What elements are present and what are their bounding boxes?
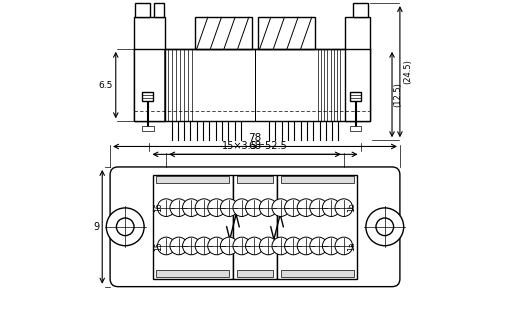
Bar [133, 17, 165, 121]
Bar [142, 126, 153, 131]
Circle shape [375, 218, 393, 236]
Circle shape [195, 199, 212, 216]
Text: (24.5): (24.5) [403, 59, 412, 84]
Circle shape [220, 237, 238, 255]
Circle shape [297, 199, 314, 216]
Bar [153, 3, 164, 17]
Circle shape [309, 199, 327, 216]
Bar [350, 126, 361, 131]
Bar [142, 92, 153, 101]
Bar [353, 3, 367, 17]
Circle shape [334, 199, 352, 216]
Bar [258, 17, 314, 49]
Text: 15: 15 [154, 241, 162, 251]
Bar [133, 49, 369, 121]
Bar [156, 270, 229, 277]
Circle shape [182, 237, 200, 255]
Circle shape [220, 199, 238, 216]
Circle shape [365, 208, 403, 246]
Bar [195, 17, 251, 49]
Circle shape [284, 199, 302, 216]
Text: 6.5: 6.5 [99, 81, 113, 89]
Bar [236, 176, 273, 183]
Circle shape [271, 199, 289, 216]
Text: 68: 68 [248, 140, 261, 151]
Text: 15×3.5=52.5: 15×3.5=52.5 [222, 140, 287, 151]
Circle shape [182, 199, 200, 216]
Text: 16: 16 [154, 203, 162, 212]
Circle shape [309, 237, 327, 255]
Text: 1b: 1b [347, 203, 355, 212]
Bar [350, 92, 360, 101]
Circle shape [207, 237, 225, 255]
Bar [276, 175, 357, 279]
Circle shape [169, 199, 187, 216]
Circle shape [106, 208, 144, 246]
Circle shape [169, 237, 187, 255]
Circle shape [157, 237, 175, 255]
Circle shape [233, 237, 250, 255]
Circle shape [322, 237, 340, 255]
Circle shape [245, 199, 263, 216]
Bar [344, 17, 369, 121]
Circle shape [259, 199, 276, 216]
Circle shape [297, 237, 314, 255]
Text: 78: 78 [248, 133, 261, 143]
Circle shape [195, 237, 212, 255]
Text: 1a: 1a [347, 241, 355, 251]
Bar [233, 175, 276, 279]
Bar [280, 176, 353, 183]
Circle shape [334, 237, 352, 255]
FancyBboxPatch shape [110, 167, 399, 287]
Bar [280, 270, 353, 277]
Circle shape [284, 237, 302, 255]
Bar [152, 175, 233, 279]
Text: (12.5): (12.5) [393, 82, 402, 107]
Bar [236, 270, 273, 277]
Circle shape [322, 199, 340, 216]
Circle shape [271, 237, 289, 255]
Circle shape [245, 237, 263, 255]
Circle shape [157, 199, 175, 216]
Circle shape [116, 218, 134, 236]
Bar [156, 176, 229, 183]
Text: 9: 9 [93, 222, 100, 232]
Circle shape [233, 199, 250, 216]
Circle shape [259, 237, 276, 255]
Bar [135, 3, 150, 17]
Circle shape [207, 199, 225, 216]
